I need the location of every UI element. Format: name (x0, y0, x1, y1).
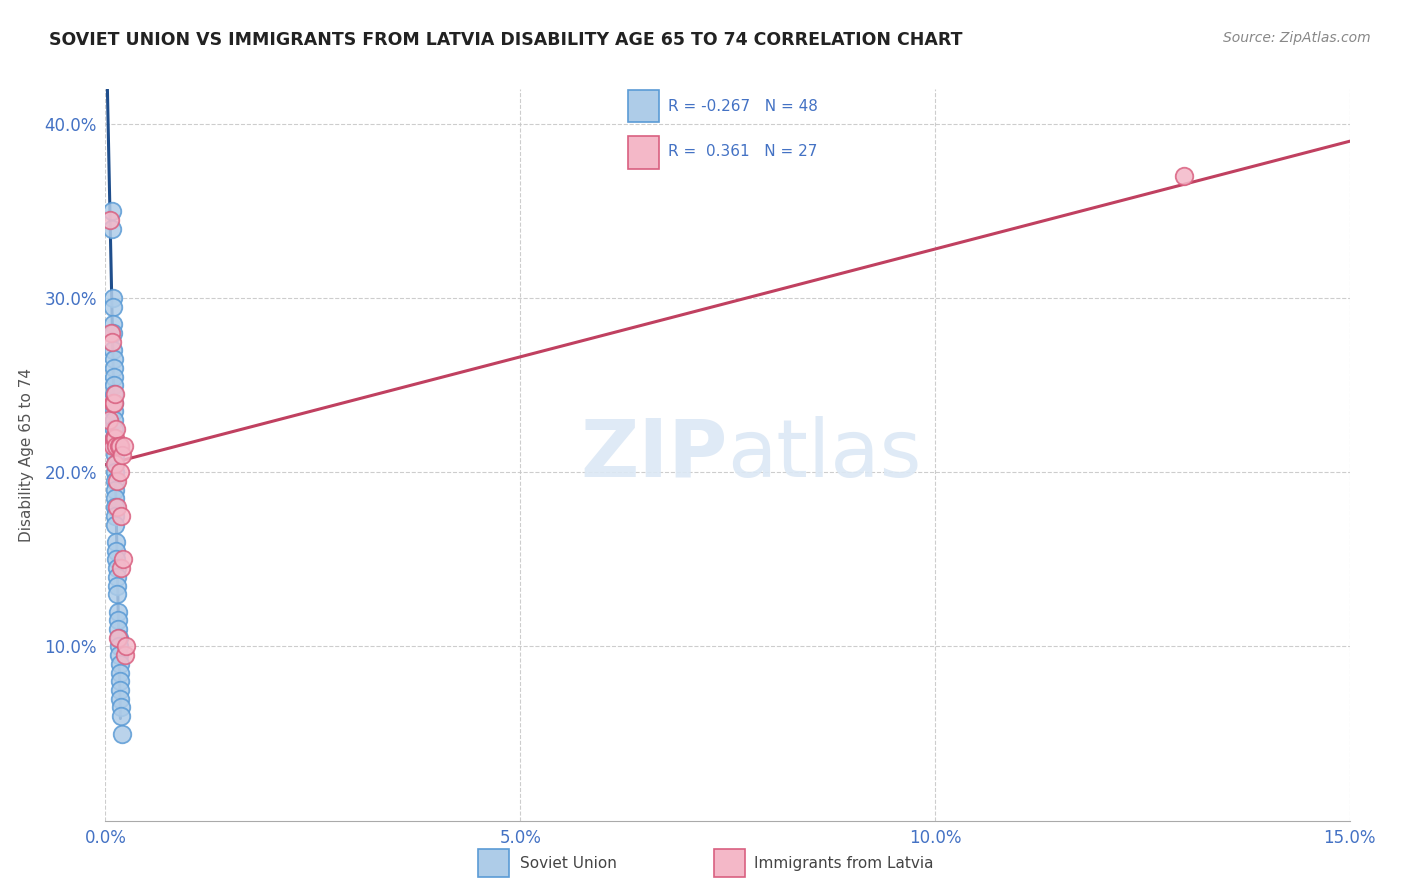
Point (103, 430, 125, 444)
Point (107, 631, 129, 645)
Point (101, 300, 124, 314)
Point (104, 508, 127, 523)
Point (105, 552, 128, 566)
FancyBboxPatch shape (628, 136, 659, 169)
Point (105, 587, 128, 601)
Point (101, 439, 124, 453)
Text: R =  0.361   N = 27: R = 0.361 N = 27 (668, 145, 817, 160)
Point (100, 326, 122, 340)
Point (103, 466, 125, 480)
Point (107, 622, 129, 636)
Point (103, 430, 125, 444)
Y-axis label: Disability Age 65 to 74: Disability Age 65 to 74 (18, 368, 34, 542)
Text: atlas: atlas (728, 416, 922, 494)
Point (104, 457, 127, 471)
Point (103, 404, 125, 418)
Point (105, 422, 128, 436)
Point (105, 535, 128, 549)
Point (108, 665, 131, 680)
Point (103, 474, 125, 488)
Point (104, 517, 127, 532)
Point (101, 318, 124, 332)
Point (108, 657, 131, 671)
Point (107, 640, 129, 654)
Point (110, 561, 132, 575)
Point (101, 343, 124, 358)
Point (104, 500, 127, 515)
Point (103, 395, 125, 409)
Point (101, 395, 124, 409)
Point (105, 543, 128, 558)
Point (103, 413, 125, 427)
Point (110, 674, 132, 689)
Point (111, 552, 134, 566)
Point (101, 204, 124, 219)
Point (100, 212, 122, 227)
Text: Soviet Union: Soviet Union (520, 855, 617, 871)
Text: R = -0.267   N = 48: R = -0.267 N = 48 (668, 99, 818, 114)
FancyBboxPatch shape (628, 90, 659, 122)
Point (110, 691, 132, 706)
Point (107, 631, 129, 645)
Point (105, 561, 128, 575)
Point (103, 360, 125, 375)
Point (103, 378, 125, 392)
Point (103, 422, 125, 436)
Point (103, 387, 125, 401)
Point (107, 605, 129, 619)
Point (101, 291, 124, 305)
Point (107, 613, 129, 627)
Text: Source: ZipAtlas.com: Source: ZipAtlas.com (1223, 31, 1371, 45)
Point (111, 448, 134, 462)
Point (110, 439, 132, 453)
Point (107, 648, 129, 663)
Point (103, 448, 125, 462)
Point (111, 726, 134, 740)
Point (107, 439, 129, 453)
Point (105, 474, 128, 488)
Point (103, 430, 125, 444)
Point (115, 640, 138, 654)
Text: Immigrants from Latvia: Immigrants from Latvia (754, 855, 934, 871)
FancyBboxPatch shape (714, 849, 745, 877)
Point (103, 352, 125, 367)
Point (110, 709, 132, 723)
Point (105, 578, 128, 592)
Point (110, 683, 132, 698)
Point (101, 334, 124, 349)
Point (103, 387, 125, 401)
Point (103, 457, 125, 471)
Point (104, 483, 127, 497)
Point (105, 439, 128, 453)
Point (103, 395, 125, 409)
Point (104, 491, 127, 506)
Point (1173, 169, 1195, 184)
FancyBboxPatch shape (478, 849, 509, 877)
Point (108, 466, 131, 480)
Point (105, 570, 128, 584)
Point (101, 326, 124, 340)
Point (112, 439, 135, 453)
Point (114, 648, 136, 663)
Point (105, 500, 128, 515)
Point (110, 700, 132, 714)
Text: SOVIET UNION VS IMMIGRANTS FROM LATVIA DISABILITY AGE 65 TO 74 CORRELATION CHART: SOVIET UNION VS IMMIGRANTS FROM LATVIA D… (49, 31, 963, 49)
Point (103, 439, 125, 453)
Point (103, 369, 125, 384)
Text: ZIP: ZIP (581, 416, 728, 494)
Point (110, 508, 132, 523)
Point (101, 221, 124, 235)
Point (97, 413, 120, 427)
